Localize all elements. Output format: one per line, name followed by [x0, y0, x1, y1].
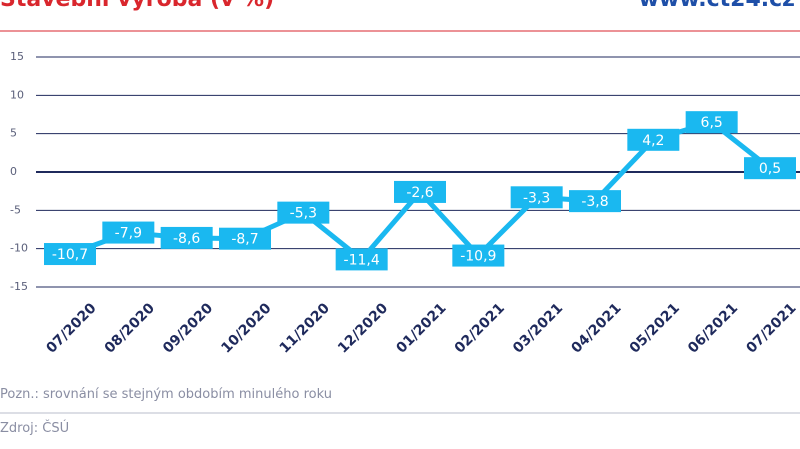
value-label: -10,9: [452, 244, 505, 267]
value-label-text: -3,3: [523, 190, 550, 206]
label-box: [394, 180, 446, 203]
value-label: -11,4: [335, 248, 388, 271]
value-label: -3,8: [569, 190, 621, 213]
label-box: [510, 186, 563, 209]
value-label: -8,6: [160, 226, 213, 249]
value-label: -5,3: [277, 201, 330, 224]
y-tick-label: -5: [10, 203, 21, 216]
y-tick-label: 5: [10, 127, 17, 140]
value-label: -7,9: [102, 221, 155, 244]
y-tick-label: 15: [10, 50, 24, 63]
x-tick-label: 11/2020: [277, 300, 333, 356]
value-label-text: 6,5: [701, 115, 723, 131]
source: Zdroj: ČSÚ: [0, 420, 69, 436]
x-tick-label: 08/2020: [102, 300, 158, 356]
label-box: [569, 190, 621, 213]
y-tick-label: -10: [10, 242, 28, 255]
value-label-text: 4,2: [642, 133, 664, 149]
label-box: [452, 244, 505, 267]
x-tick-label: 12/2020: [335, 300, 391, 356]
label-box: [160, 226, 213, 249]
value-label-text: -11,4: [344, 252, 380, 268]
x-tick-label: 02/2021: [452, 300, 508, 356]
value-label-text: -7,9: [115, 226, 142, 242]
chart-title: Stavební výroba (v %): [0, 0, 274, 12]
x-tick-label: 10/2020: [218, 300, 274, 356]
x-tick-label: 05/2021: [627, 300, 683, 356]
value-label-text: -10,9: [460, 249, 496, 265]
brand: www.ct24.cz: [639, 0, 795, 12]
value-label-text: -8,6: [173, 231, 200, 247]
label-box: [627, 128, 680, 151]
label-box: [277, 201, 330, 224]
value-label: -3,3: [510, 186, 563, 209]
label-box: [685, 111, 738, 134]
x-tick-label: 06/2021: [685, 300, 741, 356]
value-label: 0,5: [744, 157, 796, 180]
y-tick-label: -15: [10, 280, 28, 293]
value-label: 6,5: [685, 111, 738, 134]
label-box: [44, 243, 96, 266]
value-label-text: -2,6: [406, 185, 433, 201]
x-tick-label: 03/2021: [510, 300, 566, 356]
label-box: [102, 221, 155, 244]
value-label: -8,7: [219, 227, 271, 250]
value-label-text: -3,8: [581, 194, 608, 210]
label-box: [219, 227, 271, 250]
x-tick-label: 09/2020: [160, 300, 216, 356]
y-tick-label: 10: [10, 88, 24, 101]
label-box: [335, 248, 388, 271]
value-label-text: 0,5: [759, 161, 781, 177]
value-label: -2,6: [394, 180, 446, 203]
x-tick-label: 07/2021: [743, 300, 799, 356]
value-label: -10,7: [44, 243, 96, 266]
value-label: 4,2: [627, 128, 680, 151]
x-tick-label: 01/2021: [393, 300, 449, 356]
value-label-text: -8,7: [231, 232, 258, 248]
x-tick-label: 04/2021: [568, 300, 624, 356]
note: Pozn.: srovnání se stejným obdobím minul…: [0, 387, 332, 402]
label-box: [744, 157, 796, 180]
value-label-text: -10,7: [52, 247, 88, 263]
x-tick-label: 07/2020: [43, 300, 99, 356]
y-tick-label: 0: [10, 165, 17, 178]
value-label-text: -5,3: [290, 206, 317, 222]
